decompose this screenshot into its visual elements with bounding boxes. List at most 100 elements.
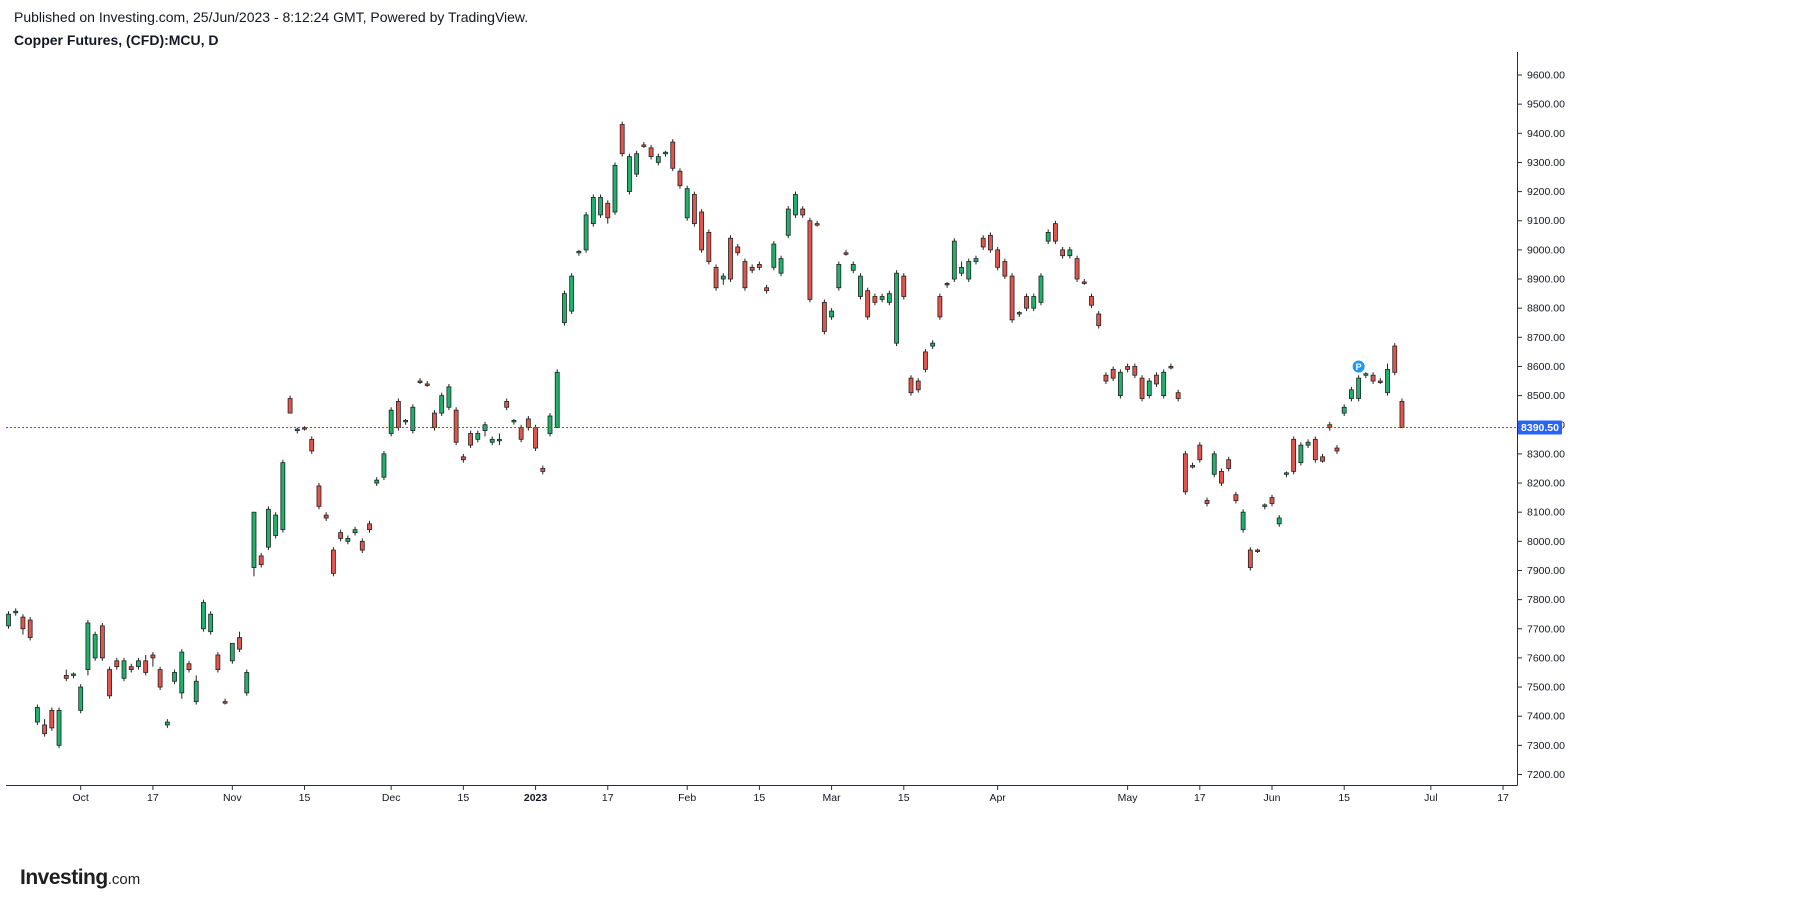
candle-down — [1110, 368, 1116, 379]
candle-up — [511, 419, 517, 423]
y-tick-label: 7900.00 — [1527, 565, 1565, 577]
y-tick-label: 9400.00 — [1527, 128, 1565, 140]
candle-down — [1399, 401, 1405, 429]
candle-down — [424, 383, 430, 386]
x-tick-label: Oct — [73, 792, 89, 804]
instrument-title: Copper Futures, (CFD):MCU, D — [14, 32, 219, 48]
candle-down — [338, 532, 344, 539]
candle-up — [475, 433, 481, 440]
candle-down — [605, 202, 611, 219]
y-tick-label: 7600.00 — [1527, 652, 1565, 664]
candle-up — [663, 151, 668, 155]
candle-down — [1377, 380, 1383, 383]
candle-up — [1262, 504, 1268, 507]
y-tick-label: 9300.00 — [1527, 157, 1565, 169]
candle-up — [951, 240, 957, 280]
candle-down — [908, 377, 914, 394]
candle-down — [1291, 438, 1297, 472]
candle-down — [367, 523, 372, 531]
candle-down — [1182, 453, 1188, 493]
candle-down — [518, 427, 524, 440]
candle-up — [1031, 296, 1037, 309]
candle-down — [988, 234, 993, 251]
y-tick-label: 8700.00 — [1527, 332, 1565, 344]
candle-down — [143, 660, 149, 673]
candle-up — [1016, 312, 1022, 315]
candle-up — [136, 660, 141, 668]
candle-down — [258, 555, 264, 566]
candle-up — [1211, 453, 1217, 475]
candle-down — [1125, 366, 1130, 370]
candle-down — [843, 252, 849, 255]
candle-up — [1385, 368, 1390, 394]
candle-up — [836, 264, 842, 289]
candle-down — [432, 412, 437, 429]
candle-up — [562, 293, 567, 324]
y-tick-label: 7800.00 — [1527, 594, 1565, 606]
candle-up — [1349, 389, 1354, 399]
candle-down — [872, 296, 878, 303]
candle-up — [547, 415, 553, 434]
candle-down — [395, 401, 401, 429]
candle-down — [237, 637, 242, 650]
candle-down — [995, 249, 1001, 268]
candle-down — [937, 296, 943, 318]
candle-up — [172, 672, 177, 682]
candle-down — [1255, 549, 1260, 552]
y-tick-label: 8800.00 — [1527, 303, 1565, 315]
candle-down — [1320, 456, 1325, 462]
candle-down — [128, 666, 134, 670]
candle-down — [1103, 374, 1109, 382]
candle-down — [735, 246, 741, 254]
candle-up — [251, 511, 257, 568]
y-tick-label: 7700.00 — [1527, 623, 1565, 635]
candle-down — [756, 264, 762, 268]
candle-down — [1197, 444, 1203, 461]
candles — [6, 121, 1405, 749]
x-tick-label: Nov — [223, 792, 242, 804]
candle-up — [785, 208, 791, 236]
candle-down — [417, 380, 423, 383]
candle-up — [1284, 472, 1289, 475]
candle-down — [1312, 438, 1318, 461]
x-tick-label: 17 — [1497, 792, 1509, 804]
candle-down — [648, 147, 654, 158]
candle-down — [302, 427, 307, 430]
candle-up — [294, 428, 300, 432]
event-marker — [1351, 359, 1366, 374]
candle-up — [793, 194, 798, 216]
y-tick-label: 8000.00 — [1527, 536, 1565, 548]
x-tick-label: 17 — [1194, 792, 1206, 804]
candle-down — [309, 438, 315, 452]
x-tick-label: 15 — [299, 792, 311, 804]
candle-down — [865, 290, 871, 318]
y-tick-label: 8100.00 — [1527, 507, 1565, 519]
candle-up — [1117, 371, 1123, 397]
candle-down — [330, 549, 336, 574]
x-tick-label: Jul — [1424, 792, 1437, 804]
x-tick-label: 15 — [458, 792, 470, 804]
candle-up — [944, 282, 950, 286]
candle-up — [1146, 380, 1152, 397]
candle-up — [13, 610, 19, 614]
candle-down — [641, 144, 647, 147]
candle-up — [576, 250, 582, 254]
candle-up — [352, 529, 358, 533]
candle-down — [1139, 377, 1145, 399]
candle-down — [728, 237, 733, 280]
candle-down — [1081, 281, 1087, 284]
candle-down — [150, 654, 156, 659]
candle-down — [1096, 313, 1102, 327]
candle-down — [1053, 223, 1058, 242]
candle-down — [692, 194, 697, 225]
y-tick-label: 7500.00 — [1527, 682, 1565, 694]
candle-down — [215, 654, 221, 670]
candle-down — [1190, 465, 1195, 468]
candle-down — [42, 724, 47, 735]
candle-up — [388, 409, 394, 434]
candle-down — [1204, 500, 1210, 504]
candle-up — [850, 264, 856, 271]
x-tick-label: May — [1118, 792, 1139, 804]
candle-down — [1327, 424, 1333, 429]
